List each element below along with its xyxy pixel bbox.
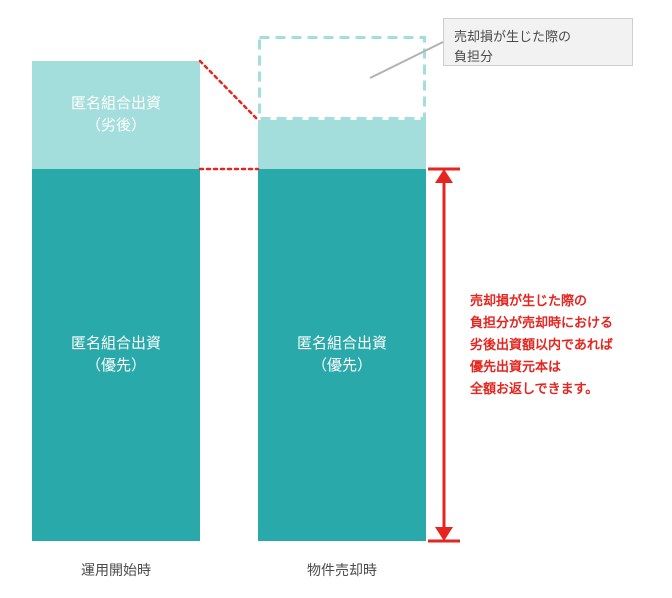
left-bar-junior: 匿名組合出資（劣後） [32,61,200,169]
red-explanatory-text: 売却損が生じた際の負担分が売却時における劣後出資額以内であれば優先出資元本は全額… [470,293,613,396]
right-bar-senior-label: 匿名組合出資（優先） [297,333,387,377]
red-explanatory-note: 売却損が生じた際の負担分が売却時における劣後出資額以内であれば優先出資元本は全額… [470,290,613,400]
left-bar-senior: 匿名組合出資（優先） [32,169,200,541]
left-bar-junior-label: 匿名組合出資（劣後） [71,93,161,137]
loss-callout-text: 売却損が生じた際の負担分 [454,29,571,64]
left-bar-senior-label: 匿名組合出資（優先） [71,333,161,377]
right-bar-junior [258,120,426,169]
x-axis-label-right: 物件売却時 [258,560,426,580]
right-bar-senior: 匿名組合出資（優先） [258,169,426,541]
loss-callout-box: 売却損が生じた際の負担分 [443,18,633,66]
diagram-root: 匿名組合出資（劣後） 匿名組合出資（優先） 匿名組合出資（優先） 運用開始時 物… [0,0,672,598]
x-axis-label-left: 運用開始時 [32,560,200,580]
